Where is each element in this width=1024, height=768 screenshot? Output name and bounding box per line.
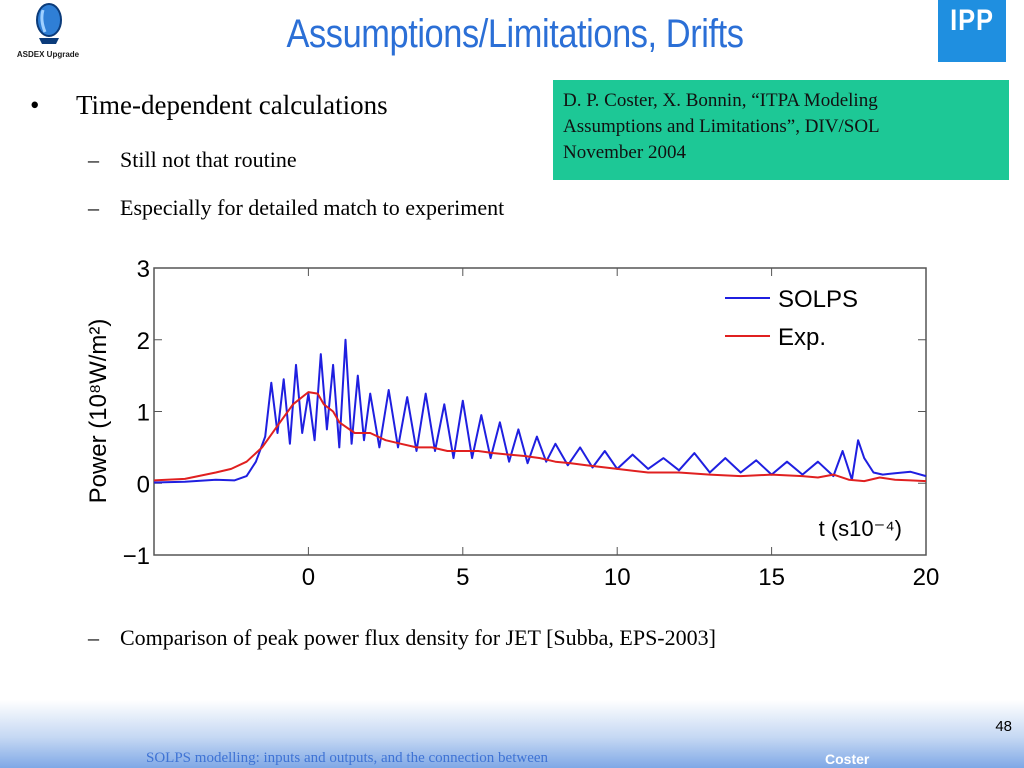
dash-marker: –	[88, 147, 99, 172]
x-tick-label: 20	[913, 564, 940, 591]
legend-label-solps: SOLPS	[778, 286, 858, 313]
dash-marker: –	[88, 195, 99, 220]
footer-bar: 48 SOLPS modelling: inputs and outputs, …	[0, 700, 1024, 768]
reference-line: November 2004	[563, 142, 686, 163]
x-tick-label: 0	[302, 564, 315, 591]
reference-line: D. P. Coster, X. Bonnin, “ITPA Modeling	[563, 90, 878, 111]
ipp-logo-text: IPP	[950, 4, 994, 37]
y-tick-label: 3	[137, 256, 150, 283]
bullet-text: Time-dependent calculations	[76, 90, 388, 120]
series-line-exp	[153, 391, 927, 483]
y-tick-label: −1	[123, 543, 150, 570]
y-tick-label: 2	[137, 328, 150, 355]
x-tick-label: 15	[758, 564, 785, 591]
reference-box: D. P. Coster, X. Bonnin, “ITPA Modeling …	[553, 80, 1009, 180]
asdex-logo-caption: ASDEX Upgrade	[16, 50, 80, 59]
x-tick-label: 10	[604, 564, 631, 591]
reference-line: Assumptions and Limitations”, DIV/SOL	[563, 116, 880, 137]
sub-item-text: Still not that routine	[120, 147, 297, 172]
page-number: 48	[995, 718, 1012, 735]
y-tick-label: 1	[137, 400, 150, 427]
x-tick-label: 5	[456, 564, 469, 591]
legend-label-exp: Exp.	[778, 324, 826, 351]
chart-legend: SOLPS Exp.	[725, 286, 858, 351]
page-title: Assumptions/Limitations, Drifts	[286, 12, 744, 56]
dash-marker: –	[88, 625, 99, 650]
plot-frame	[153, 267, 927, 556]
bullet-marker: •	[30, 90, 40, 120]
asdex-upgrade-logo: ASDEX Upgrade	[14, 2, 82, 62]
sub-item-text: Especially for detailed match to experim…	[120, 195, 505, 220]
asdex-emblem-icon	[36, 3, 62, 44]
sub-item: – Comparison of peak power flux density f…	[88, 625, 716, 651]
x-axis-label: t (s10⁻⁴)	[819, 516, 902, 541]
y-tick-label: 0	[137, 471, 150, 498]
series-line-solps	[153, 338, 927, 484]
power-chart: 0 5 10 15 20 −1 0 1 2 3 Power (10⁸W/m²) t (s10⁻⁴)…	[85, 256, 940, 591]
sub-item: – Especially for detailed match to experi…	[88, 195, 504, 221]
chart-caption: Comparison of peak power flux density fo…	[120, 625, 716, 650]
y-axis-label: Power (10⁸W/m²)	[85, 319, 112, 504]
footer-title: SOLPS modelling: inputs and outputs, and…	[146, 750, 549, 766]
ipp-logo: IPP	[938, 0, 1006, 62]
sub-item: – Still not that routine	[88, 147, 297, 173]
footer-author: Coster	[825, 751, 870, 767]
